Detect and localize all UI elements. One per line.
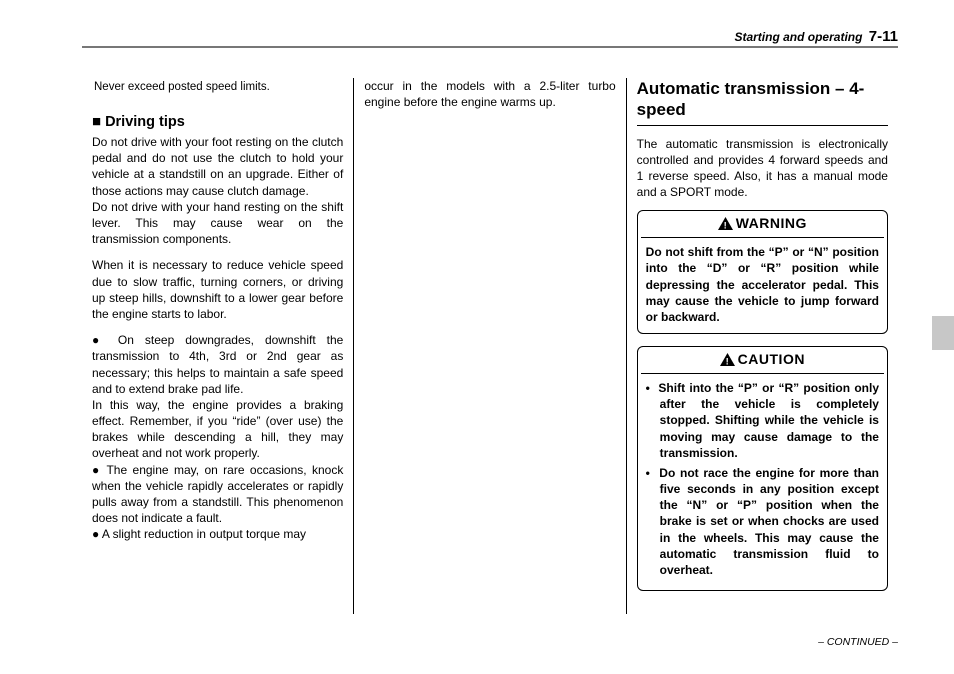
- heading-text: Driving tips: [105, 114, 185, 130]
- top-rule: [82, 46, 898, 48]
- page-number: 7-11: [869, 28, 898, 45]
- running-header: Starting and operating 7-11: [734, 28, 898, 45]
- caution-item: Do not race the engine for more than fiv…: [646, 465, 879, 578]
- caution-body: Shift into the “P” or “R” position only …: [638, 374, 887, 590]
- warning-body: Do not shift from the “P” or “N” positio…: [638, 238, 887, 333]
- body-paragraph: Do not drive with your foot resting on t…: [92, 134, 343, 199]
- page: Starting and operating 7-11 Never exceed…: [0, 0, 954, 674]
- speed-limit-note: Never exceed posted speed limits.: [92, 78, 343, 106]
- side-thumb-tab: [932, 316, 954, 350]
- caution-box: ! CAUTION Shift into the “P” or “R” posit…: [637, 346, 888, 591]
- body-paragraph: ● On steep downgrades, downshift the tra…: [92, 332, 343, 397]
- column-3: Automatic transmission – 4-speed The aut…: [626, 78, 898, 614]
- caution-title: ! CAUTION: [641, 347, 884, 374]
- svg-text:!: !: [725, 356, 729, 366]
- automatic-transmission-heading: Automatic transmission – 4-speed: [637, 78, 888, 126]
- body-paragraph: The automatic transmission is electronic…: [637, 136, 888, 201]
- column-1: Never exceed posted speed limits. ■Drivi…: [82, 78, 353, 614]
- driving-tips-heading: ■Driving tips: [92, 112, 343, 133]
- column-2: occur in the models with a 2.5-liter tur…: [353, 78, 625, 614]
- body-paragraph: ● A slight reduction in output torque ma…: [92, 526, 343, 542]
- body-paragraph: When it is necessary to reduce vehicle s…: [92, 257, 343, 322]
- content-columns: Never exceed posted speed limits. ■Drivi…: [82, 78, 898, 614]
- warning-box: ! WARNING Do not shift from the “P” or “N…: [637, 210, 888, 334]
- svg-text:!: !: [723, 221, 727, 231]
- body-paragraph: occur in the models with a 2.5-liter tur…: [364, 78, 615, 110]
- warning-label: WARNING: [736, 215, 807, 231]
- body-paragraph: ● The engine may, on rare occasions, kno…: [92, 462, 343, 527]
- body-paragraph: Do not drive with your hand resting on t…: [92, 199, 343, 248]
- warning-triangle-icon: !: [720, 353, 735, 366]
- section-title: Starting and operating: [734, 30, 862, 44]
- warning-triangle-icon: !: [718, 217, 733, 230]
- caution-list: Shift into the “P” or “R” position only …: [646, 380, 879, 578]
- heading-marker-icon: ■: [92, 113, 101, 130]
- caution-item: Shift into the “P” or “R” position only …: [646, 380, 879, 461]
- body-paragraph: In this way, the engine provides a braki…: [92, 397, 343, 462]
- caution-label: CAUTION: [738, 351, 805, 367]
- continued-indicator: – CONTINUED –: [818, 636, 898, 648]
- warning-title: ! WARNING: [641, 211, 884, 238]
